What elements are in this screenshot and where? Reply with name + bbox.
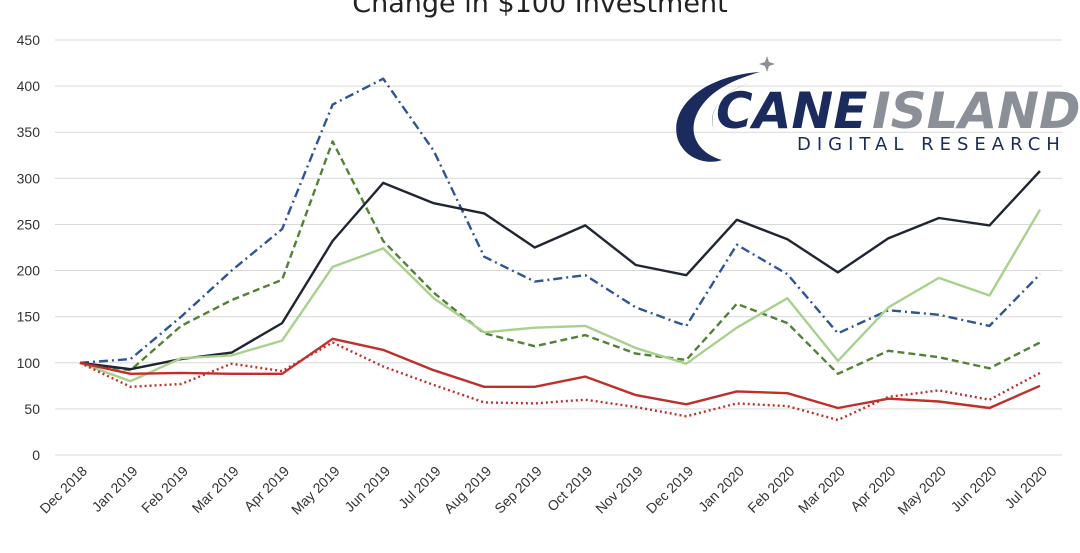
- logo-word-island: ISLAND: [872, 82, 1080, 140]
- y-tick-label: 200: [17, 263, 41, 279]
- y-tick-label: 250: [17, 216, 41, 232]
- x-tick-label: Oct 2019: [544, 463, 596, 515]
- y-tick-label: 300: [17, 170, 41, 186]
- x-tick-label: Sep 2019: [491, 463, 545, 517]
- y-tick-label: 400: [17, 78, 41, 94]
- series-line-0: [79, 77, 1041, 364]
- x-tick-label: Dec 2019: [643, 463, 697, 517]
- x-tick-label: Jun 2020: [948, 463, 1000, 515]
- series-line-2: [79, 170, 1041, 371]
- logo-subtitle: DIGITAL RESEARCH: [797, 134, 1066, 155]
- logo-star-icon: [759, 56, 775, 72]
- logo-swoosh-icon: [676, 72, 760, 162]
- y-tick-label: 450: [17, 32, 41, 48]
- x-tick-label: Dec 2018: [36, 463, 90, 517]
- y-tick-label: 100: [17, 355, 41, 371]
- series-lines: [79, 77, 1042, 422]
- x-tick-label: May 2019: [288, 463, 343, 518]
- y-axis-ticks: 0 50 100 150 200 250 300 350 400 450: [17, 32, 41, 463]
- x-tick-label: Jan 2020: [695, 463, 747, 515]
- x-tick-label: Jul 2019: [395, 463, 444, 512]
- y-tick-label: 50: [24, 401, 40, 417]
- x-tick-label: Jul 2020: [1001, 463, 1050, 512]
- y-tick-label: 150: [17, 309, 41, 325]
- series-line-1: [79, 140, 1041, 375]
- gridlines: [55, 39, 1062, 456]
- y-tick-label: 0: [32, 447, 40, 463]
- x-tick-label: Feb 2020: [744, 463, 797, 516]
- cane-island-logo: CANE ISLAND DIGITAL RESEARCH: [676, 56, 1080, 162]
- x-tick-label: Mar 2020: [795, 463, 848, 516]
- x-tick-label: Feb 2019: [138, 463, 191, 516]
- logo-word-cane: CANE: [716, 82, 867, 140]
- series-line-3: [79, 209, 1042, 383]
- x-tick-label: Apr 2020: [847, 463, 899, 515]
- chart-title: Change in $100 Investment: [352, 0, 727, 19]
- x-tick-label: Aug 2019: [441, 463, 495, 517]
- x-tick-label: Jun 2019: [341, 463, 393, 515]
- x-tick-label: May 2020: [894, 463, 949, 518]
- x-tick-label: Jan 2019: [89, 463, 141, 515]
- x-tick-label: Apr 2019: [241, 463, 293, 515]
- x-tick-label: Mar 2019: [189, 463, 242, 516]
- y-tick-label: 350: [17, 124, 41, 140]
- x-tick-label: Nov 2019: [592, 463, 646, 517]
- series-line-4: [79, 337, 1041, 410]
